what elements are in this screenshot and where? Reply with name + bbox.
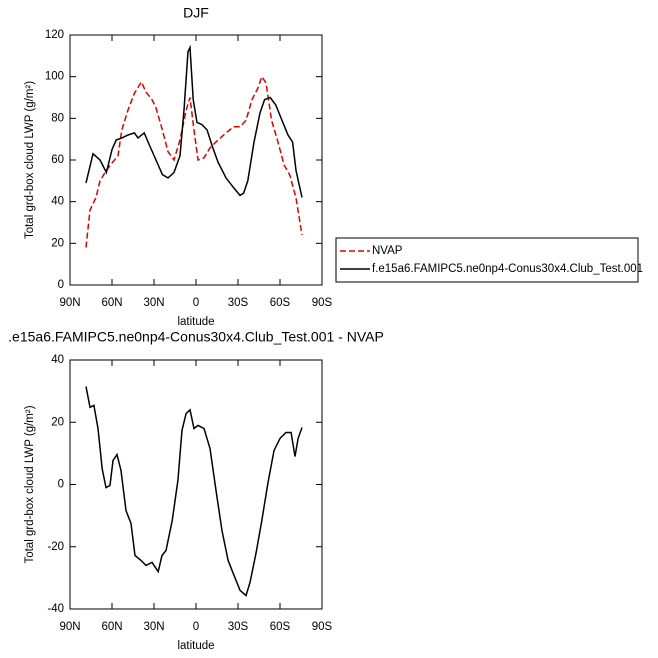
- x-tick-label: 90N: [59, 621, 80, 633]
- x-tick-label: 60N: [101, 621, 122, 633]
- x-tick-label: 60S: [270, 297, 291, 309]
- y-tick-label: 80: [51, 112, 64, 124]
- plot-frame: [69, 34, 323, 286]
- y-tick-label: -20: [47, 541, 64, 553]
- legend-label: f.e15a6.FAMIPC5.ne0np4-Conus30x4.Club_Te…: [372, 263, 643, 275]
- y-tick-label: 40: [51, 354, 64, 366]
- legend: NVAP f.e15a6.FAMIPC5.ne0np4-Conus30x4.Clu…: [335, 237, 643, 283]
- legend-label: NVAP: [372, 245, 403, 257]
- x-tick-label: 30N: [143, 621, 164, 633]
- y-tick-label: -40: [47, 603, 64, 615]
- chart-title: .e15a6.FAMIPC5.ne0np4-Conus30x4.Club_Tes…: [8, 329, 384, 345]
- y-tick-label: 0: [58, 279, 64, 291]
- data-line: [85, 75, 303, 248]
- y-axis-label: Total grd-box cloud LWP (g/m²): [24, 405, 36, 563]
- x-tick-label: 0: [193, 297, 199, 309]
- legend-box: [335, 237, 639, 283]
- y-tick-label: 40: [51, 196, 64, 208]
- plot-frame: [69, 359, 323, 610]
- x-tick-label: 90N: [59, 297, 80, 309]
- x-axis-label: latitude: [177, 640, 214, 652]
- y-tick-label: 120: [45, 29, 64, 41]
- x-tick-label: 30N: [143, 297, 164, 309]
- y-tick-label: 20: [51, 416, 64, 428]
- y-tick-label: 60: [51, 154, 64, 166]
- x-axis-label: latitude: [177, 316, 214, 328]
- x-tick-label: 60N: [101, 297, 122, 309]
- x-tick-label: 90S: [312, 297, 333, 309]
- y-axis-label: Total grd-box cloud LWP (g/m²): [24, 81, 36, 239]
- x-tick-label: 60S: [270, 621, 291, 633]
- chart-title: DJF: [183, 5, 209, 21]
- x-tick-label: 0: [193, 621, 199, 633]
- data-line: [85, 44, 303, 198]
- x-tick-label: 30S: [228, 621, 249, 633]
- x-tick-label: 30S: [228, 297, 249, 309]
- y-tick-label: 20: [51, 237, 64, 249]
- data-line: [85, 386, 303, 597]
- y-tick-label: 100: [45, 71, 64, 83]
- y-tick-label: 0: [58, 479, 64, 491]
- x-tick-label: 90S: [312, 621, 333, 633]
